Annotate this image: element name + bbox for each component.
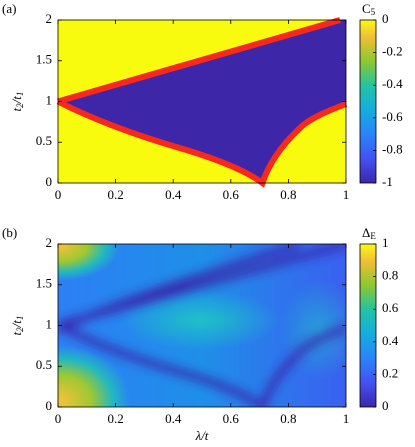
x-tick-label: 1 <box>343 411 350 426</box>
y-tick-label: 1.5 <box>36 276 52 291</box>
label-part: C <box>362 1 371 16</box>
label-part: t <box>9 331 24 335</box>
panel-label: (b) <box>2 225 17 240</box>
colorbar-tick-label: 0.2 <box>382 365 398 380</box>
colorbar-tick-label: -0.8 <box>382 141 403 156</box>
x-tick-label: 0.2 <box>107 187 123 202</box>
y-axis-label: t2/t1 <box>9 92 25 112</box>
y-axis-label: t2/t1 <box>9 316 25 336</box>
subscript: 2 <box>15 327 25 332</box>
y-tick-label: 1 <box>46 92 53 107</box>
x-tick-label: 0.6 <box>223 187 240 202</box>
y-tick-label: 0.5 <box>36 133 52 148</box>
y-tick-label: 0 <box>46 398 53 413</box>
x-tick-label: 1 <box>343 187 350 202</box>
x-tick-label: 0.4 <box>165 187 182 202</box>
colorbar-label: ΔE <box>362 225 376 241</box>
label-part: /t <box>9 96 24 105</box>
colorbar-tick-label: -0.6 <box>382 109 403 124</box>
colorbar-label: C5 <box>362 1 376 17</box>
colorbar-tick-label: 1 <box>382 235 389 250</box>
x-tick-label: 0 <box>55 411 62 426</box>
label-part: t <box>9 107 24 111</box>
x-tick-label: 0.4 <box>165 411 182 426</box>
x-tick-label: 0.8 <box>280 187 296 202</box>
heatmap-image <box>58 244 346 407</box>
subscript: 1 <box>15 92 25 97</box>
colorbar-tick-label: -1 <box>382 174 393 189</box>
colorbar <box>359 19 377 184</box>
subscript: 2 <box>15 103 25 108</box>
y-tick-label: 2 <box>46 235 53 250</box>
colorbar-tick-label: 0.8 <box>382 268 398 283</box>
y-tick-label: 1 <box>46 316 53 331</box>
x-axis-label: λ/t <box>195 428 209 443</box>
subscript: 1 <box>15 316 25 321</box>
subscript: 5 <box>371 7 376 17</box>
heatmap-image <box>56 17 348 188</box>
x-tick-label: 0.6 <box>223 411 240 426</box>
colorbar <box>359 243 377 408</box>
colorbar-tick-label: -0.2 <box>382 44 403 59</box>
y-tick-label: 2 <box>46 11 53 26</box>
x-tick-label: 0 <box>55 187 62 202</box>
x-tick-label: 0.8 <box>280 411 296 426</box>
x-tick-label: 0.2 <box>107 411 123 426</box>
subscript: E <box>370 231 376 241</box>
y-tick-label: 1.5 <box>36 52 52 67</box>
colorbar-tick-label: 0 <box>382 398 389 413</box>
colorbar-tick-label: 0.6 <box>382 300 399 315</box>
label-part: Δ <box>362 225 370 240</box>
colorbar-tick-label: 0.4 <box>382 333 399 348</box>
panel-label: (a) <box>2 1 16 16</box>
colorbar-tick-label: -0.4 <box>382 76 403 91</box>
y-tick-label: 0 <box>46 174 53 189</box>
label-part: /t <box>9 320 24 329</box>
colorbar-tick-label: 0 <box>382 11 389 26</box>
y-tick-label: 0.5 <box>36 357 52 372</box>
